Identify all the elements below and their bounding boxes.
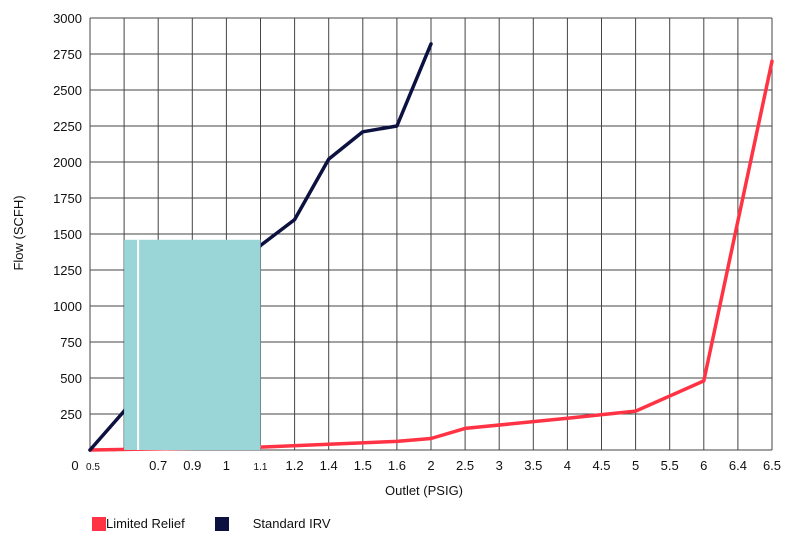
x-tick-label: 3.5 bbox=[524, 458, 542, 473]
y-tick-label: 500 bbox=[60, 371, 82, 386]
x-tick-label: 3 bbox=[496, 458, 503, 473]
y-tick-label: 750 bbox=[60, 335, 82, 350]
legend-label-standard-irv: Standard IRV bbox=[252, 516, 331, 531]
y-tick-label: 3000 bbox=[53, 11, 82, 26]
legend-swatch-limited-relief bbox=[92, 516, 106, 531]
x-tick-label: 4.5 bbox=[592, 458, 610, 473]
y-tick-label: 250 bbox=[60, 407, 82, 422]
y-tick-label: 1000 bbox=[53, 299, 82, 314]
x-tick-label: 0.5 bbox=[86, 462, 100, 473]
y-tick-label: 1750 bbox=[53, 191, 82, 206]
x-tick-label: 1.1 bbox=[254, 462, 268, 473]
y-tick-label: 1250 bbox=[53, 263, 82, 278]
x-tick-label: 6 bbox=[700, 458, 707, 473]
x-tick-label: 0.7 bbox=[149, 458, 167, 473]
y-tick-label: 2750 bbox=[53, 47, 82, 62]
legend-label-limited-relief: Limited Relief bbox=[106, 516, 185, 531]
y-tick-labels: 250 500 750 1000 1250 1500 1750 2000 2250 2500 275… bbox=[53, 11, 82, 422]
chart-grid bbox=[89, 17, 773, 451]
x-tick-label: 4 bbox=[564, 458, 571, 473]
y-tick-label: 2000 bbox=[53, 155, 82, 170]
x-axis-label: Outlet (PSIG) bbox=[385, 483, 463, 498]
legend-item-limited-relief: Limited Relief bbox=[92, 516, 185, 531]
x-tick-label: 1.4 bbox=[320, 458, 338, 473]
x-tick-labels: 0 0.5 0.7 0.9 1 1.1 1.2 1.4 1.5 1.6 2 2.5 3 3.5 4 4.5 5 5… bbox=[71, 458, 781, 473]
y-tick-label: 1500 bbox=[53, 227, 82, 242]
chart-overlay bbox=[124, 239, 261, 450]
y-tick-label: 2500 bbox=[53, 83, 82, 98]
x-tick-label: 0.9 bbox=[183, 458, 201, 473]
y-axis-label: Flow (SCFH) bbox=[11, 195, 26, 270]
series-line-limited-relief bbox=[88, 59, 774, 452]
chart-legend: Limited Relief Standard IRV bbox=[92, 516, 331, 531]
legend-item-standard-irv: Standard IRV bbox=[214, 516, 331, 531]
x-tick-label: 1.2 bbox=[286, 458, 304, 473]
y-tick-label: 2250 bbox=[53, 119, 82, 134]
x-tick-label: 6.4 bbox=[729, 458, 747, 473]
overlay-box bbox=[124, 239, 261, 450]
x-tick-label: 2 bbox=[427, 458, 434, 473]
x-tick-label: 1 bbox=[223, 458, 230, 473]
x-tick-label: 5 bbox=[632, 458, 639, 473]
x-tick-label: 0 bbox=[71, 458, 78, 473]
x-tick-label: 1.6 bbox=[388, 458, 406, 473]
legend-swatch-standard-irv bbox=[214, 516, 229, 531]
x-tick-label: 1.5 bbox=[354, 458, 372, 473]
x-tick-label: 6.5 bbox=[763, 458, 781, 473]
x-tick-label: 5.5 bbox=[661, 458, 679, 473]
x-tick-label: 2.5 bbox=[456, 458, 474, 473]
